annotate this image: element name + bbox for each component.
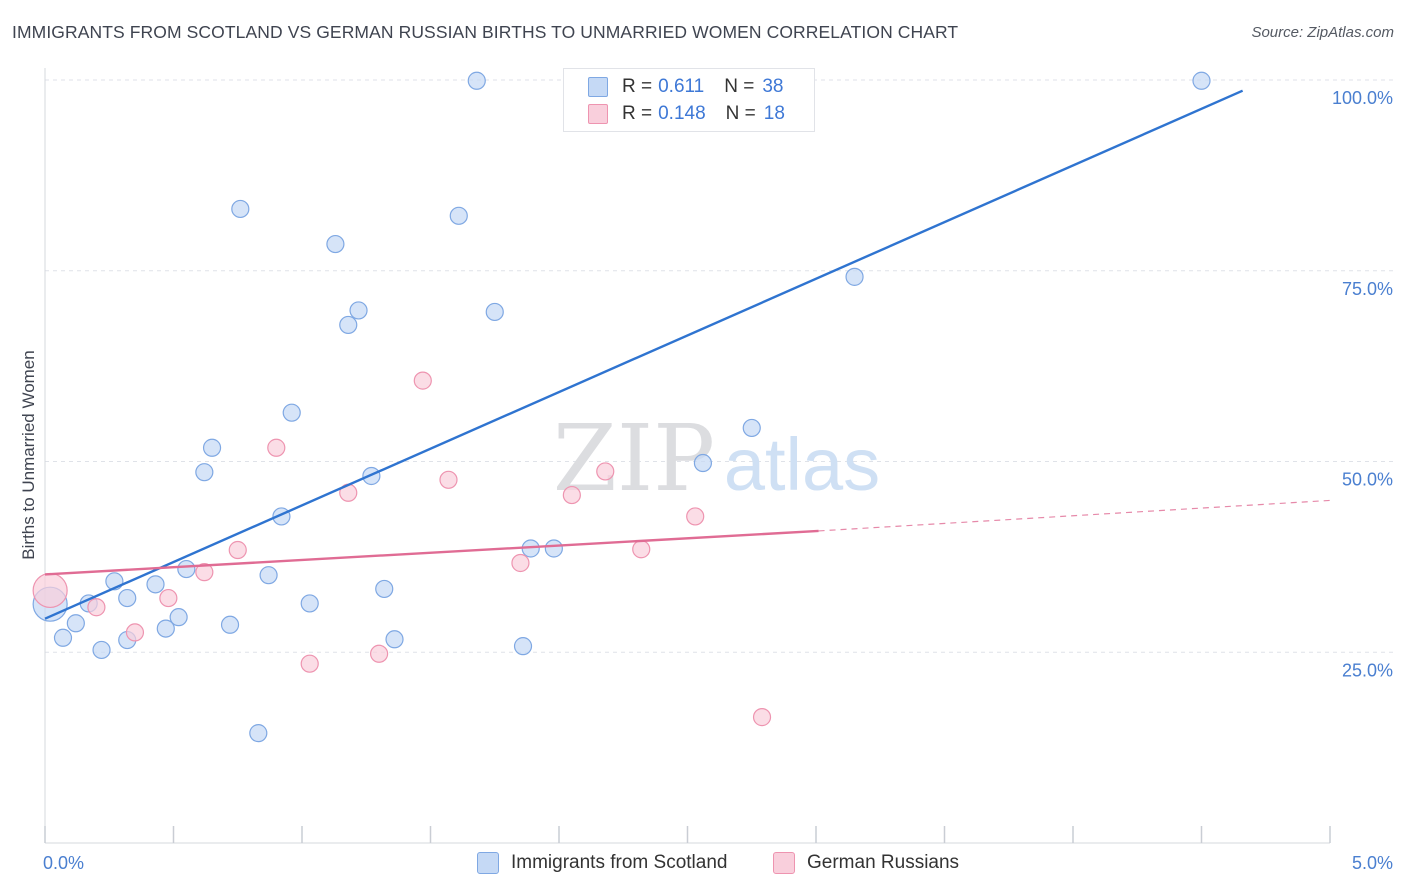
point-scotland [195,463,214,482]
legend-r-value: 0.611 [658,76,705,97]
point-scotland [92,640,111,660]
legend-n-value: 18 [763,103,785,124]
legend-swatch-pink [773,852,795,874]
point-german-russians [752,708,772,727]
point-scotland [326,234,345,254]
point-scotland [485,302,504,322]
point-german-russians [87,598,106,617]
chart-title: IMMIGRANTS FROM SCOTLAND VS GERMAN RUSSI… [12,22,959,42]
legend-label: German Russians [807,852,960,873]
point-german-russians [228,540,247,560]
x-tick-label: 0.0% [43,853,84,873]
stats-legend: R = 0.611 N = 38 R = 0.148 N = 18 [563,68,815,132]
point-scotland [146,575,165,594]
point-scotland [118,588,137,608]
point-german-russians [511,553,530,573]
legend-r-value: 0.148 [658,103,706,124]
point-scotland [742,418,761,438]
point-scotland [53,628,73,647]
y-tick-label: 75.0% [1342,279,1393,299]
y-tick-label: 25.0% [1342,660,1393,680]
grid-lines [45,79,1395,653]
y-axis-title: Births to Unmarried Women [19,350,38,559]
watermark: ZIP atlas [553,405,880,512]
point-german-russians [562,485,581,505]
point-german-russians [413,371,432,390]
trend-extension-german-russians [818,499,1331,532]
legend-n-label: N = [725,103,756,124]
point-german-russians [125,623,145,642]
point-scotland [156,619,175,638]
point-scotland [259,566,278,585]
point-german-russians [596,462,615,481]
point-german-russians [32,572,68,609]
point-scotland [449,206,468,225]
point-scotland [282,403,301,422]
legend-item-german-russians[interactable]: German Russians [773,852,959,874]
point-scotland [693,453,713,473]
point-scotland [177,559,196,579]
series-legend: Immigrants from Scotland German Russians [0,852,1406,878]
point-scotland [1192,71,1211,90]
point-german-russians [300,654,319,673]
point-scotland [66,614,85,633]
legend-n-value: 38 [762,76,784,97]
trend-line-german-russians [44,529,819,576]
point-german-russians [267,438,286,457]
point-scotland [467,71,486,90]
point-scotland [249,724,268,743]
point-scotland [339,315,358,335]
legend-r-label: R = [622,103,653,124]
point-scotland [385,630,404,649]
legend-r-label: R = [622,76,653,97]
legend-item-scotland[interactable]: Immigrants from Scotland [477,852,727,874]
x-tick-label: 5.0% [1352,853,1393,873]
point-scotland [845,267,864,286]
legend-label: Immigrants from Scotland [511,852,728,873]
legend-n-label: N = [724,76,755,97]
point-scotland [513,637,533,656]
point-german-russians [632,540,651,559]
point-scotland [349,301,368,320]
point-scotland [169,608,188,627]
axes [44,68,1331,844]
point-scotland [231,199,250,219]
legend-swatch-blue [477,852,499,874]
point-german-russians [370,644,389,663]
point-scotland [375,579,394,599]
point-german-russians [195,563,214,582]
point-scotland [544,539,563,558]
legend-row-scotland: R = 0.611 N = 38 [588,74,784,100]
legend-row-german-russians: R = 0.148 N = 18 [588,101,785,127]
point-german-russians [159,588,178,608]
source-label: Source: ZipAtlas.com [1251,24,1394,41]
trend-lines [44,89,1331,620]
point-scotland [220,615,240,634]
point-scotland [202,438,222,457]
point-german-russians [439,470,458,489]
point-german-russians [686,507,705,526]
y-tick-label: 50.0% [1342,470,1393,490]
tick-labels: 25.0% 50.0% 75.0% 100.0% 0.0% 5.0% [43,88,1393,873]
point-scotland [300,594,319,613]
data-points [32,71,1211,743]
y-tick-label: 100.0% [1332,88,1393,108]
legend-swatch-pink [588,104,608,124]
trend-line-scotland [44,89,1244,620]
legend-swatch-blue [588,77,608,97]
